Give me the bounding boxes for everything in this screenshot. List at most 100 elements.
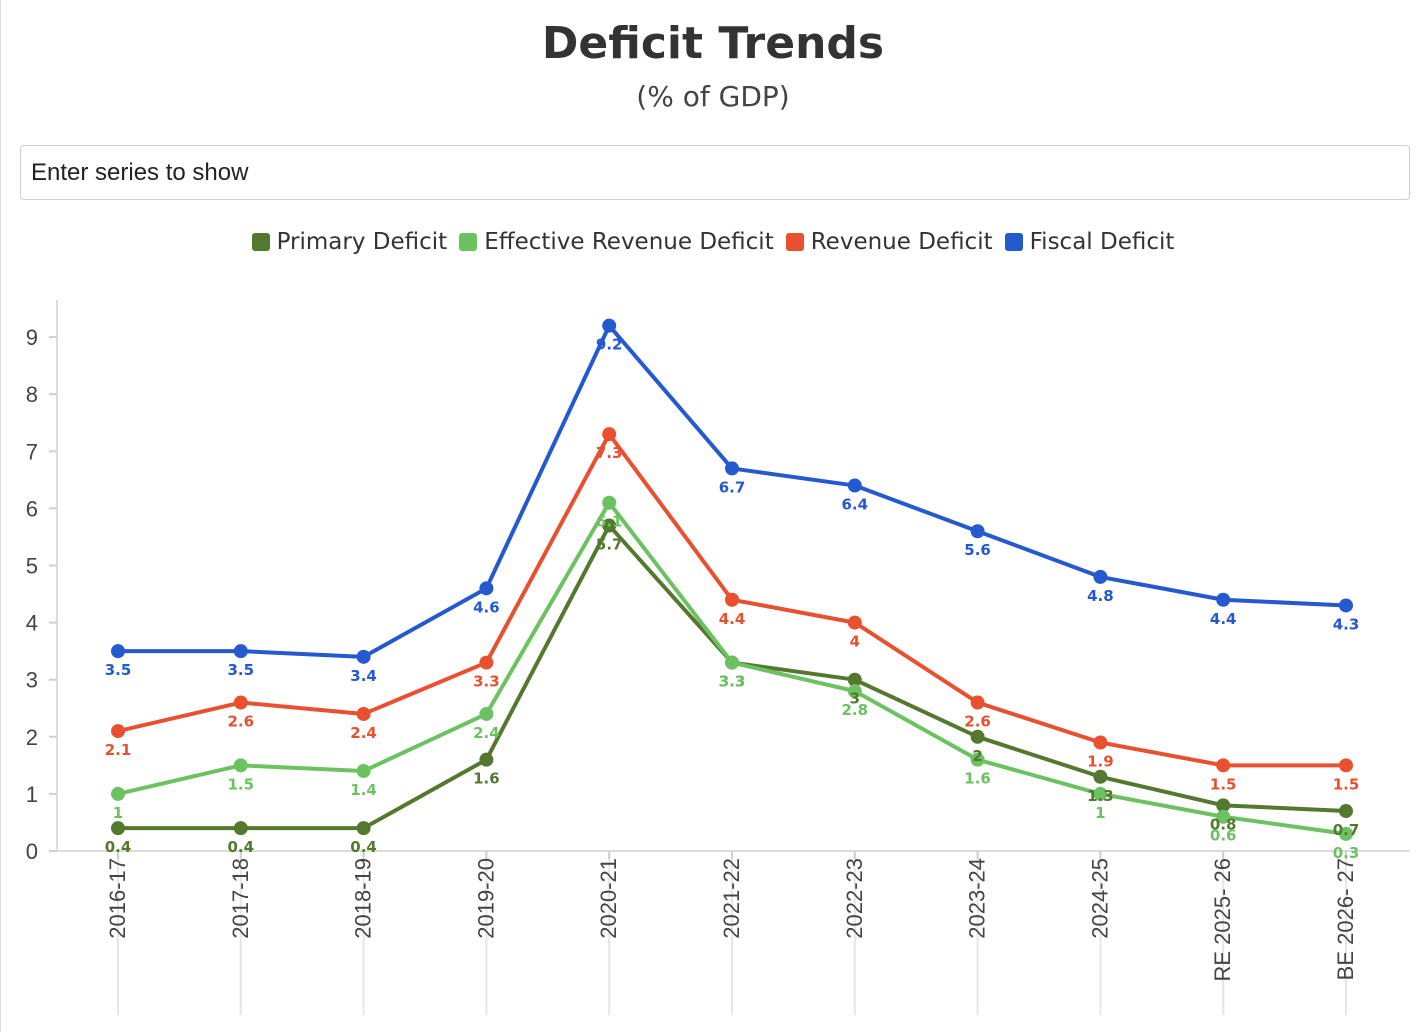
legend-label-effective-revenue-deficit: Effective Revenue Deficit <box>484 229 774 255</box>
data-point-primary-deficit[interactable] <box>479 752 494 767</box>
data-label-revenue-deficit: 4.4 <box>719 610 746 628</box>
data-point-fiscal-deficit[interactable] <box>970 524 985 539</box>
data-point-effective-revenue-deficit[interactable] <box>111 786 125 801</box>
data-point-primary-deficit[interactable] <box>356 821 371 836</box>
data-label-effective-revenue-deficit: 1.6 <box>964 770 991 788</box>
data-label-revenue-deficit: 2.6 <box>964 713 991 731</box>
data-label-primary-deficit: 0.7 <box>1333 821 1360 839</box>
data-label-fiscal-deficit: 3.4 <box>350 667 377 685</box>
data-label-fiscal-deficit: 9.2 <box>596 336 623 354</box>
data-point-fiscal-deficit[interactable] <box>602 318 617 333</box>
data-point-fiscal-deficit[interactable] <box>1216 592 1231 607</box>
data-label-effective-revenue-deficit: 0.6 <box>1210 827 1237 845</box>
legend-item-effective-revenue-deficit[interactable]: Effective Revenue Deficit <box>459 229 774 255</box>
data-point-revenue-deficit[interactable] <box>1093 735 1108 750</box>
data-point-revenue-deficit[interactable] <box>847 615 862 630</box>
data-point-primary-deficit[interactable] <box>1216 798 1231 813</box>
data-label-effective-revenue-deficit: 0.3 <box>1333 844 1360 862</box>
data-point-fiscal-deficit[interactable] <box>1339 598 1353 613</box>
legend-item-fiscal-deficit[interactable]: Fiscal Deficit <box>1004 229 1174 255</box>
data-label-fiscal-deficit: 4.3 <box>1333 615 1360 633</box>
legend-label-revenue-deficit: Revenue Deficit <box>810 229 993 255</box>
y-tick-label: 5 <box>26 554 38 579</box>
data-point-revenue-deficit[interactable] <box>1339 758 1353 773</box>
data-point-revenue-deficit[interactable] <box>233 695 248 710</box>
x-tick-label: 2016-17 <box>105 858 130 939</box>
data-label-primary-deficit: 1.3 <box>1087 787 1114 805</box>
data-point-fiscal-deficit[interactable] <box>356 649 371 664</box>
legend-swatch-revenue-deficit <box>785 233 804 251</box>
data-point-effective-revenue-deficit[interactable] <box>1216 809 1231 824</box>
data-point-fiscal-deficit[interactable] <box>1093 569 1108 584</box>
data-point-effective-revenue-deficit[interactable] <box>1339 826 1353 841</box>
legend-swatch-primary-deficit <box>251 233 270 251</box>
x-tick-label: 2017-18 <box>228 858 253 939</box>
y-tick-label: 3 <box>26 668 38 693</box>
data-point-fiscal-deficit[interactable] <box>725 461 739 476</box>
data-label-revenue-deficit: 3.3 <box>473 673 500 691</box>
data-point-fiscal-deficit[interactable] <box>233 644 248 659</box>
data-label-revenue-deficit: 2.4 <box>350 724 377 742</box>
data-label-revenue-deficit: 7.3 <box>596 444 623 462</box>
data-point-revenue-deficit[interactable] <box>602 427 617 442</box>
data-point-primary-deficit[interactable] <box>111 821 125 836</box>
data-label-primary-deficit: 5.7 <box>596 536 623 554</box>
data-label-effective-revenue-deficit: 3.3 <box>719 673 746 691</box>
legend-item-primary-deficit[interactable]: Primary Deficit <box>251 229 448 255</box>
x-tick-label: 2020-21 <box>596 858 621 939</box>
frame-border <box>0 0 1 1032</box>
data-label-primary-deficit: 3.3 <box>719 673 746 691</box>
data-label-fiscal-deficit: 4.4 <box>1210 610 1237 628</box>
data-point-primary-deficit[interactable] <box>1339 804 1353 819</box>
data-point-effective-revenue-deficit[interactable] <box>970 752 985 767</box>
chart-subtitle: (% of GDP) <box>636 80 790 113</box>
legend-swatch-effective-revenue-deficit <box>459 233 478 251</box>
y-tick-label: 0 <box>26 839 38 864</box>
data-label-fiscal-deficit: 5.6 <box>964 541 991 559</box>
data-label-effective-revenue-deficit: 1 <box>1095 804 1105 822</box>
data-label-primary-deficit: 1.6 <box>473 770 500 788</box>
data-point-effective-revenue-deficit[interactable] <box>847 684 862 699</box>
data-point-revenue-deficit[interactable] <box>970 695 985 710</box>
x-tick-label: 2022-23 <box>842 858 867 939</box>
data-point-effective-revenue-deficit[interactable] <box>479 706 494 721</box>
data-label-revenue-deficit: 1.5 <box>1210 775 1237 793</box>
series-search-input[interactable] <box>20 145 1410 200</box>
data-label-primary-deficit: 0.4 <box>105 838 132 856</box>
data-point-primary-deficit[interactable] <box>970 729 985 744</box>
data-label-revenue-deficit: 2.6 <box>228 713 255 731</box>
data-point-primary-deficit[interactable] <box>602 518 617 533</box>
data-label-primary-deficit: 0.4 <box>350 838 377 856</box>
data-label-fiscal-deficit: 4.6 <box>473 598 500 616</box>
data-point-fiscal-deficit[interactable] <box>111 644 125 659</box>
data-point-revenue-deficit[interactable] <box>111 724 125 739</box>
data-point-effective-revenue-deficit[interactable] <box>602 495 617 510</box>
data-label-effective-revenue-deficit: 1.4 <box>350 781 377 799</box>
y-tick-label: 6 <box>26 496 38 521</box>
data-label-fiscal-deficit: 6.4 <box>842 496 869 514</box>
x-tick-label: BE 2026- 27 <box>1333 858 1358 980</box>
legend-label-primary-deficit: Primary Deficit <box>276 229 448 255</box>
legend-item-revenue-deficit[interactable]: Revenue Deficit <box>785 229 993 255</box>
data-label-primary-deficit: 3 <box>850 690 860 708</box>
data-point-effective-revenue-deficit[interactable] <box>233 758 248 773</box>
data-point-effective-revenue-deficit[interactable] <box>1093 786 1108 801</box>
data-point-fiscal-deficit[interactable] <box>847 478 862 493</box>
data-point-primary-deficit[interactable] <box>233 821 248 836</box>
data-point-revenue-deficit[interactable] <box>479 655 494 670</box>
data-point-revenue-deficit[interactable] <box>1216 758 1231 773</box>
data-point-fiscal-deficit[interactable] <box>479 581 494 596</box>
data-point-revenue-deficit[interactable] <box>356 706 371 721</box>
data-point-revenue-deficit[interactable] <box>725 592 739 607</box>
chart-legend: Primary Deficit Effective Revenue Defici… <box>0 229 1426 255</box>
y-tick-label: 9 <box>26 325 38 350</box>
data-label-revenue-deficit: 2.1 <box>105 741 132 759</box>
data-point-effective-revenue-deficit[interactable] <box>356 764 371 779</box>
data-point-effective-revenue-deficit[interactable] <box>725 655 739 670</box>
y-tick-label: 2 <box>26 725 38 750</box>
data-point-primary-deficit[interactable] <box>847 672 862 687</box>
data-label-fiscal-deficit: 3.5 <box>228 661 255 679</box>
data-point-primary-deficit[interactable] <box>1093 769 1108 784</box>
data-label-effective-revenue-deficit: 2.8 <box>842 701 869 719</box>
